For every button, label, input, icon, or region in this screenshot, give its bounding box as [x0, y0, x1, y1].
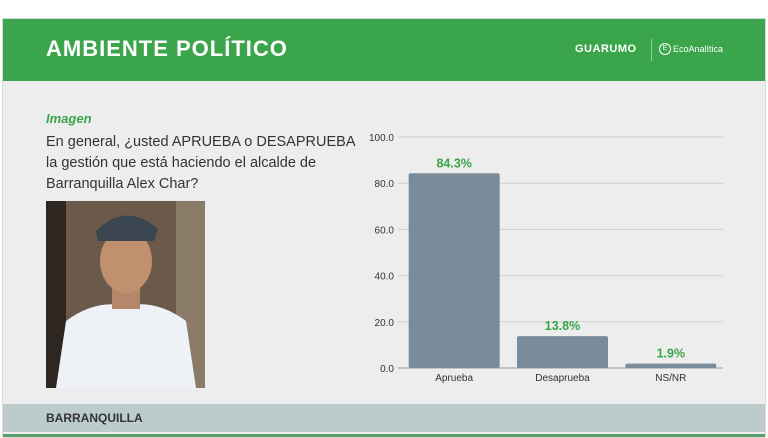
- header-bar: AMBIENTE POLÍTICO GUARUMO E EcoAnalítica: [3, 19, 765, 81]
- ecoanalitica-icon: E: [659, 43, 671, 55]
- mayor-photo: [46, 201, 205, 388]
- y-tick-label: 60.0: [375, 225, 395, 236]
- guarumo-logo: GUARUMO: [575, 43, 637, 55]
- footer-bar: BARRANQUILLA: [3, 404, 765, 432]
- y-tick-label: 100.0: [369, 133, 394, 144]
- data-label: 84.3%: [436, 156, 471, 170]
- y-tick-label: 20.0: [375, 318, 395, 329]
- survey-question: En general, ¿usted APRUEBA o DESAPRUEBA …: [46, 134, 355, 192]
- y-tick-label: 0.0: [380, 364, 394, 375]
- x-tick-label: NS/NR: [655, 373, 686, 384]
- data-label: 13.8%: [545, 319, 580, 333]
- page-title: AMBIENTE POLÍTICO: [46, 36, 288, 61]
- bar-aprueba: [408, 173, 500, 368]
- logo-divider: [651, 39, 652, 61]
- bar-nsnr: [625, 363, 717, 368]
- section-label: Imagen: [46, 111, 92, 126]
- ecoanalitica-text: EcoAnalítica: [673, 44, 724, 54]
- bar-desaprueba: [517, 336, 608, 368]
- city-label: BARRANQUILLA: [46, 411, 143, 425]
- bottom-accent: [3, 434, 765, 437]
- data-label: 1.9%: [657, 347, 686, 361]
- y-tick-label: 80.0: [375, 179, 395, 190]
- bar-chart: 0.0 20.0 40.0 60.0 80.0 100.0 84.3% Aprueba 13.8…: [369, 133, 723, 384]
- ecoanalitica-logo: E EcoAnalítica: [659, 43, 723, 55]
- slide: AMBIENTE POLÍTICO GUARUMO E EcoAnalítica …: [2, 18, 766, 438]
- x-tick-label: Desaprueba: [535, 373, 590, 384]
- y-tick-label: 40.0: [375, 272, 395, 283]
- x-tick-label: Aprueba: [435, 373, 473, 384]
